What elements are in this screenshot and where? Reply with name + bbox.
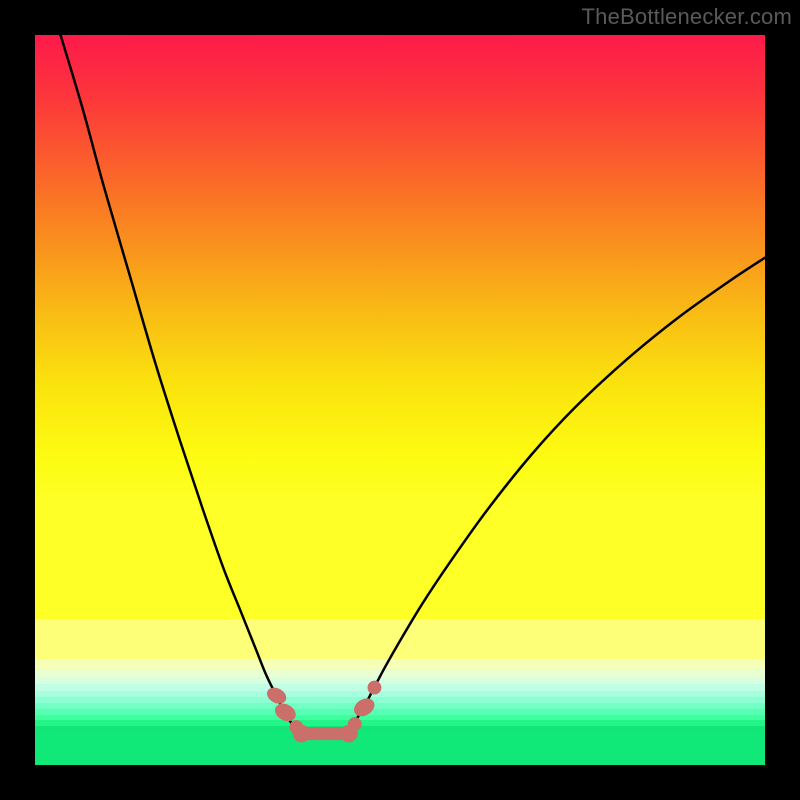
color-band xyxy=(35,732,765,765)
color-band xyxy=(35,619,765,660)
plot-area xyxy=(35,35,765,765)
color-band xyxy=(35,659,765,670)
watermark-text: TheBottlenecker.com xyxy=(582,4,792,30)
gradient-background xyxy=(35,35,765,619)
green-band-stack xyxy=(35,619,765,765)
outer-frame: TheBottlenecker.com xyxy=(0,0,800,800)
